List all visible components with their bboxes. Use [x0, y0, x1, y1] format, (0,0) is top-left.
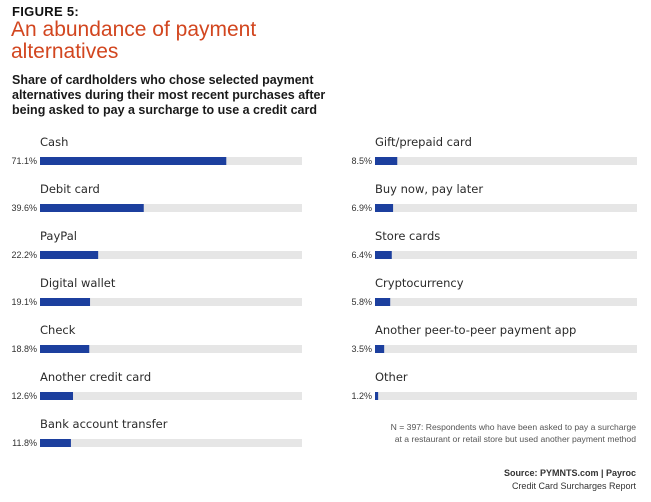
bar-track — [375, 298, 637, 306]
chart-title: An abundance of payment alternatives — [11, 18, 257, 63]
bar-track — [375, 157, 637, 165]
bar-track — [375, 204, 637, 212]
value-label: 71.1% — [11, 156, 37, 166]
bar — [375, 251, 392, 259]
bar-track — [40, 345, 302, 353]
category-label: Another credit card — [40, 370, 151, 384]
bar — [40, 439, 71, 447]
value-label: 3.5% — [351, 344, 372, 354]
value-label: 39.6% — [11, 203, 37, 213]
value-label: 22.2% — [11, 250, 37, 260]
bar — [40, 392, 74, 400]
bar — [375, 345, 385, 353]
bar — [40, 345, 90, 353]
category-label: Other — [375, 370, 408, 384]
bar — [40, 204, 144, 212]
bar — [375, 157, 398, 165]
value-label: 6.9% — [351, 203, 372, 213]
bar-track — [375, 392, 637, 400]
bar — [375, 204, 394, 212]
category-label: Gift/prepaid card — [375, 135, 472, 149]
bar-track — [40, 392, 302, 400]
value-label: 18.8% — [11, 344, 37, 354]
category-label: Store cards — [375, 229, 440, 243]
bar — [40, 157, 227, 165]
value-label: 8.5% — [351, 156, 372, 166]
bar-track — [375, 251, 637, 259]
bar-track — [40, 204, 302, 212]
sample-note: N = 397: Respondents who have been asked… — [390, 422, 636, 444]
value-label: 5.8% — [351, 297, 372, 307]
category-label: Check — [40, 323, 76, 337]
chart-subtitle: Share of cardholders who chose selected … — [12, 73, 326, 117]
value-label: 12.6% — [11, 391, 37, 401]
bar-track — [40, 298, 302, 306]
category-label: PayPal — [40, 229, 77, 243]
bar — [40, 298, 91, 306]
bar-track — [40, 251, 302, 259]
category-label: Cash — [40, 135, 68, 149]
bar — [375, 392, 379, 400]
value-label: 11.8% — [12, 438, 37, 448]
category-label: Debit card — [40, 182, 100, 196]
source-credit: Source: PYMNTS.com | Payroc Credit Card … — [382, 467, 636, 493]
category-label: Cryptocurrency — [375, 276, 464, 290]
category-label: Buy now, pay later — [375, 182, 483, 196]
source-report: Credit Card Surcharges Report — [511, 481, 636, 491]
source-line: Source: PYMNTS.com | Payroc — [503, 468, 636, 478]
value-label: 1.2% — [351, 391, 372, 401]
category-label: Another peer-to-peer payment app — [375, 323, 576, 337]
bar-track — [375, 345, 637, 353]
value-label: 6.4% — [351, 250, 372, 260]
bar — [40, 251, 99, 259]
bar-track — [40, 439, 302, 447]
bar — [375, 298, 391, 306]
category-label: Bank account transfer — [40, 417, 168, 431]
value-label: 19.1% — [11, 297, 37, 307]
figure-label: FIGURE 5: — [12, 4, 79, 19]
category-label: Digital wallet — [40, 276, 116, 290]
